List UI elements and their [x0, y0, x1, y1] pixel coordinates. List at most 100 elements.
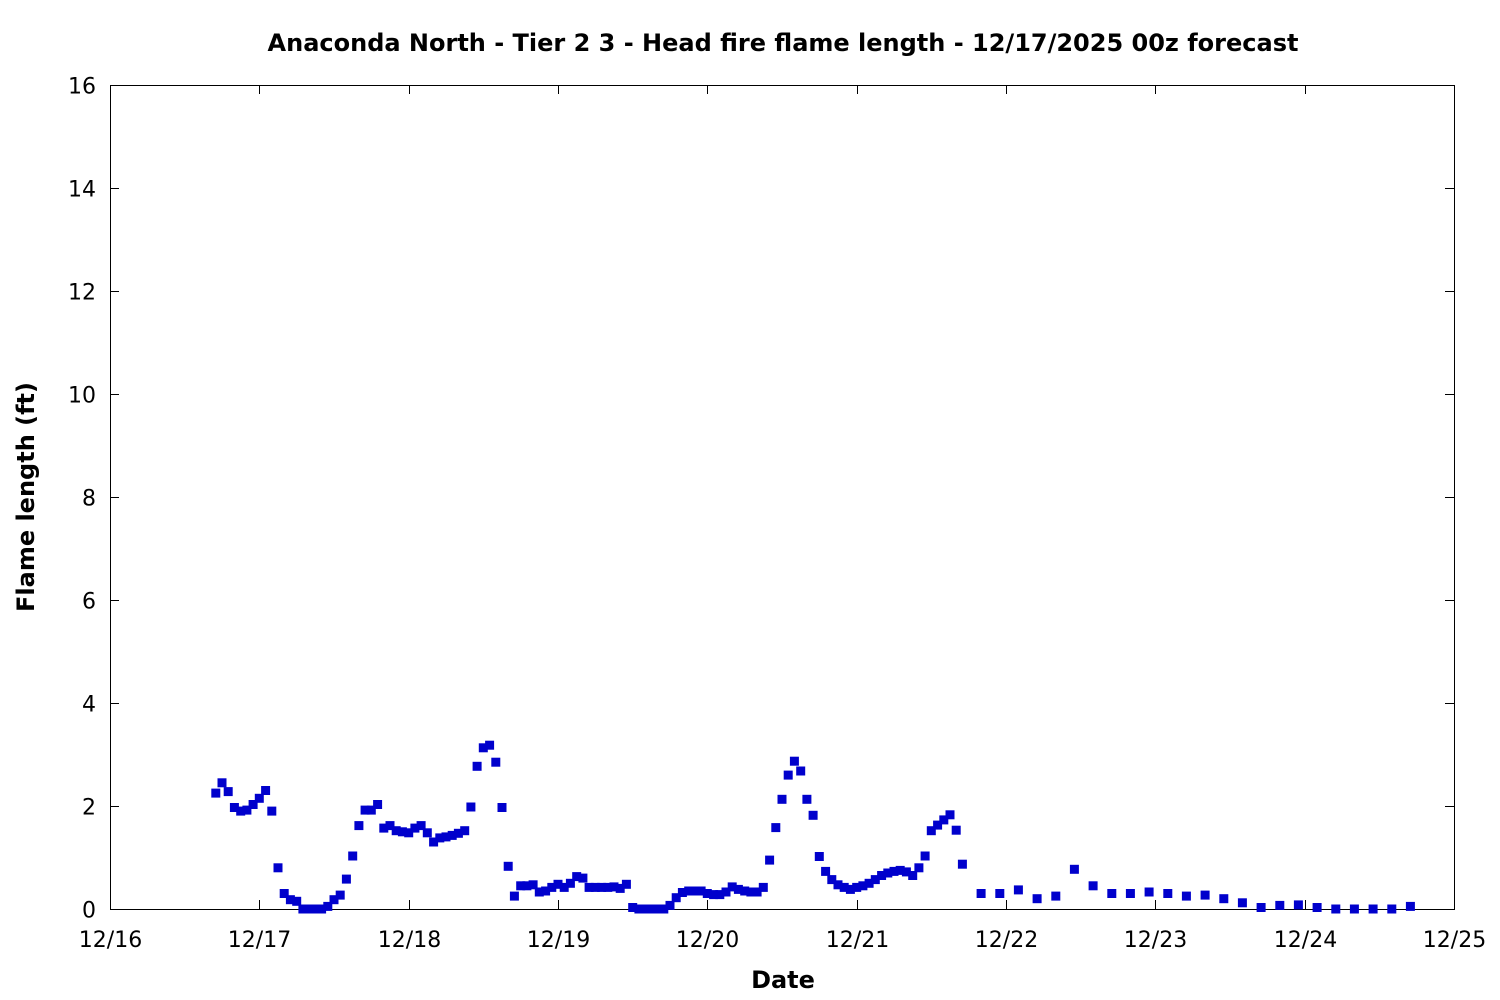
x-tick-label: 12/22 [975, 928, 1038, 953]
data-point [397, 827, 407, 837]
data-point [870, 875, 880, 885]
data-point [746, 887, 756, 897]
data-point [572, 872, 582, 882]
data-point [422, 828, 432, 838]
data-point [534, 887, 544, 897]
data-point [1163, 889, 1173, 898]
data-point [236, 806, 246, 816]
data-point [1237, 898, 1247, 908]
y-axis-label: Flame length (ft) [12, 382, 40, 612]
data-point [864, 878, 874, 888]
data-point [565, 878, 575, 888]
data-point [267, 806, 277, 816]
y-axis: 0 2 4 6 8 10 12 14 16 [68, 75, 1454, 924]
data-point [920, 851, 930, 861]
data-point [939, 815, 949, 825]
data-point [429, 837, 439, 847]
data-point [298, 904, 308, 914]
data-point [634, 904, 644, 914]
data-point [914, 863, 924, 873]
data-point [933, 820, 943, 830]
data-point [541, 886, 551, 896]
y-tick-label: 0 [82, 899, 96, 924]
data-point [796, 766, 806, 776]
y-tick-label: 8 [82, 487, 96, 512]
data-point [1293, 900, 1303, 910]
data-point [590, 882, 600, 892]
data-point [578, 873, 588, 883]
data-point [1368, 904, 1378, 914]
x-tick-label: 12/24 [1274, 928, 1337, 953]
data-point [684, 886, 694, 896]
y-tick-label: 10 [68, 384, 96, 409]
data-point [391, 826, 401, 836]
data-point [976, 889, 986, 898]
data-point [1088, 881, 1098, 891]
data-point [628, 903, 638, 912]
x-tick-label: 12/20 [676, 928, 739, 953]
data-point [659, 904, 669, 914]
data-point [901, 867, 911, 877]
x-tick-label: 12/23 [1124, 928, 1187, 953]
data-point [1200, 890, 1210, 900]
data-point [814, 852, 824, 861]
data-point [889, 866, 899, 876]
data-point [317, 904, 327, 914]
x-axis-label: Date [751, 966, 815, 994]
x-tick-label: 12/18 [378, 928, 441, 953]
data-point [261, 786, 271, 795]
data-point [1256, 903, 1266, 912]
data-point [615, 883, 625, 893]
data-point [354, 821, 364, 831]
data-point [640, 904, 650, 914]
data-point [310, 904, 320, 914]
data-point [721, 887, 731, 897]
data-point [292, 896, 302, 906]
data-point [883, 868, 893, 878]
data-point [771, 823, 781, 833]
data-point [279, 889, 289, 898]
data-point [789, 756, 799, 766]
data-point [1032, 894, 1042, 904]
data-point [808, 810, 818, 820]
data-point [229, 803, 239, 812]
data-point [858, 881, 868, 891]
data-point [1013, 885, 1023, 895]
data-point [646, 904, 656, 914]
data-point [821, 866, 831, 876]
data-point [211, 788, 221, 798]
x-tick-label: 12/21 [826, 928, 889, 953]
data-point [323, 901, 333, 911]
x-tick-label: 12/19 [527, 928, 590, 953]
data-point [715, 890, 725, 900]
x-axis: 12/16 12/17 12/18 12/19 12/20 12/21 12/22 12/23… [79, 85, 1486, 953]
data-point [733, 884, 743, 894]
data-point [727, 882, 737, 892]
data-point [926, 826, 936, 836]
data-point [285, 895, 295, 905]
data-point [1069, 864, 1079, 874]
data-point [248, 800, 258, 809]
data-point [348, 851, 358, 861]
data-series [211, 740, 1415, 914]
data-point [709, 890, 719, 900]
data-point [609, 882, 619, 892]
data-point [254, 793, 264, 803]
data-point [522, 881, 532, 891]
data-point [1125, 889, 1135, 898]
data-point [758, 882, 768, 892]
data-point [877, 871, 887, 880]
data-point [908, 871, 918, 880]
data-point [740, 886, 750, 896]
data-point [335, 890, 345, 900]
x-tick-label: 12/17 [228, 928, 291, 953]
data-point [329, 895, 339, 905]
data-point [839, 882, 849, 892]
data-point [509, 891, 519, 901]
data-point [752, 887, 762, 897]
data-point [416, 821, 426, 831]
data-point [559, 882, 569, 892]
data-point [373, 800, 383, 809]
data-point [665, 900, 675, 910]
